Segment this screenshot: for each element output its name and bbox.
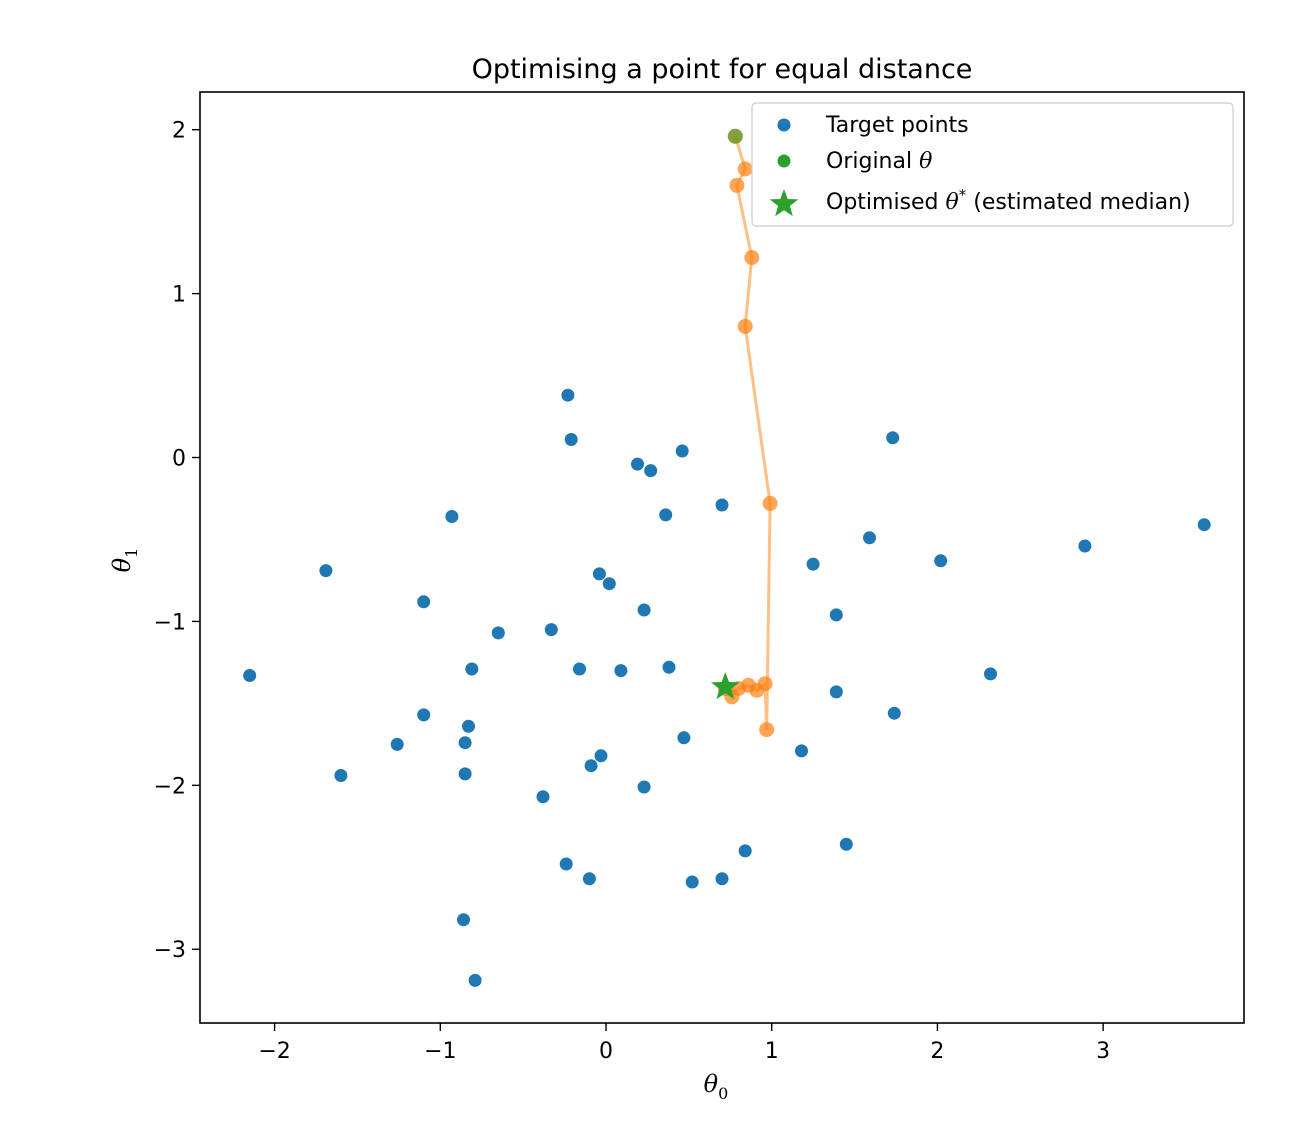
target-point (592, 567, 606, 581)
y-tick-label: −2 (154, 774, 186, 799)
target-point (334, 769, 348, 782)
target-points (243, 388, 1211, 987)
target-point (984, 667, 997, 681)
legend: Target points Original θ Optimised θ* (e… (751, 102, 1234, 227)
x-tick-label: 0 (599, 1039, 613, 1064)
target-point (738, 844, 752, 858)
path-point (737, 161, 753, 177)
target-point (715, 498, 729, 512)
x-tick-label: −2 (258, 1039, 290, 1064)
x-tick-label: −1 (424, 1039, 456, 1064)
x-axis-label-symbol: θ (704, 1070, 719, 1098)
legend-original-marker (777, 154, 791, 168)
plot-background (200, 92, 1244, 1023)
target-point (468, 973, 482, 987)
legend-target-marker (777, 118, 791, 132)
y-axis-label: θ1 (108, 548, 141, 573)
path-point (759, 722, 775, 738)
x-axis-label-subscript: 0 (718, 1084, 728, 1103)
target-point (677, 731, 691, 745)
target-point (544, 623, 558, 637)
legend-original-theta: θ (919, 149, 932, 174)
target-point (806, 557, 820, 571)
target-point (491, 626, 505, 640)
target-point (573, 662, 586, 676)
target-point (715, 872, 729, 886)
target-point (536, 790, 550, 804)
target-point (462, 719, 475, 733)
target-point (390, 737, 404, 751)
x-tick-label: 3 (1096, 1039, 1110, 1064)
target-point (458, 736, 472, 750)
y-axis: −3 −2 −1 0 1 2 (154, 119, 200, 963)
target-point (829, 608, 843, 622)
y-axis-label-symbol: θ (108, 557, 136, 572)
legend-optimised-text: Optimised (826, 190, 946, 215)
legend-target-label: Target points (825, 113, 969, 138)
target-point (417, 595, 431, 609)
path-point (762, 495, 778, 511)
target-point (445, 510, 459, 523)
y-tick-label: 2 (172, 119, 186, 144)
legend-original-text: Original (826, 149, 919, 174)
optimised-theta-star (711, 672, 740, 700)
y-tick-label: 1 (172, 283, 186, 308)
y-tick-label: −3 (154, 938, 186, 963)
chart-title: Optimising a point for equal distance (472, 54, 973, 85)
y-axis-label-subscript: 1 (122, 548, 141, 558)
plot-frame (199, 91, 1245, 1024)
target-point (637, 780, 651, 794)
theta-markers (711, 128, 743, 700)
target-point (863, 531, 876, 545)
target-point (795, 744, 808, 758)
y-tick-label: 0 (172, 447, 186, 472)
target-point (685, 875, 699, 889)
x-tick-label: 2 (930, 1039, 944, 1064)
target-point (465, 662, 479, 676)
target-point (594, 749, 608, 763)
target-point (886, 431, 900, 445)
target-point (644, 464, 658, 478)
target-point (637, 603, 651, 617)
path-point (744, 250, 760, 265)
target-point (602, 577, 616, 591)
target-point (561, 388, 575, 402)
target-point (887, 706, 901, 720)
path-point (729, 177, 745, 193)
plot-area (200, 92, 1244, 1023)
target-point (458, 767, 472, 781)
x-axis-label: θ0 (704, 1070, 729, 1103)
target-point (582, 872, 596, 886)
x-axis: −2 −1 0 1 2 3 (258, 1023, 1110, 1064)
target-point (659, 508, 673, 522)
target-point (319, 564, 333, 578)
legend-original-label: Original θ (826, 149, 932, 174)
y-tick-label: −1 (154, 610, 186, 635)
legend-optimised-theta: θ (946, 190, 959, 215)
legend-optimised-sup: * (959, 186, 967, 204)
legend-box (751, 102, 1234, 227)
target-point (559, 857, 573, 871)
target-point (631, 457, 644, 471)
target-point (584, 759, 598, 773)
target-point (1078, 539, 1092, 553)
x-tick-label: 1 (765, 1039, 779, 1064)
target-point (564, 433, 578, 446)
target-point (243, 669, 257, 682)
legend-optimised-marker (769, 189, 799, 217)
original-theta-point (727, 128, 743, 144)
target-point (614, 664, 628, 678)
target-point (457, 913, 470, 927)
legend-optimised-label: Optimised θ* (estimated median) (826, 186, 1191, 215)
target-point (934, 554, 948, 568)
target-point (1197, 518, 1211, 532)
target-point (662, 660, 676, 674)
target-point (839, 837, 853, 851)
legend-optimised-rest: (estimated median) (966, 190, 1190, 215)
path-point (737, 318, 753, 334)
target-point (829, 685, 843, 699)
target-point (675, 444, 689, 458)
target-point (417, 708, 431, 722)
